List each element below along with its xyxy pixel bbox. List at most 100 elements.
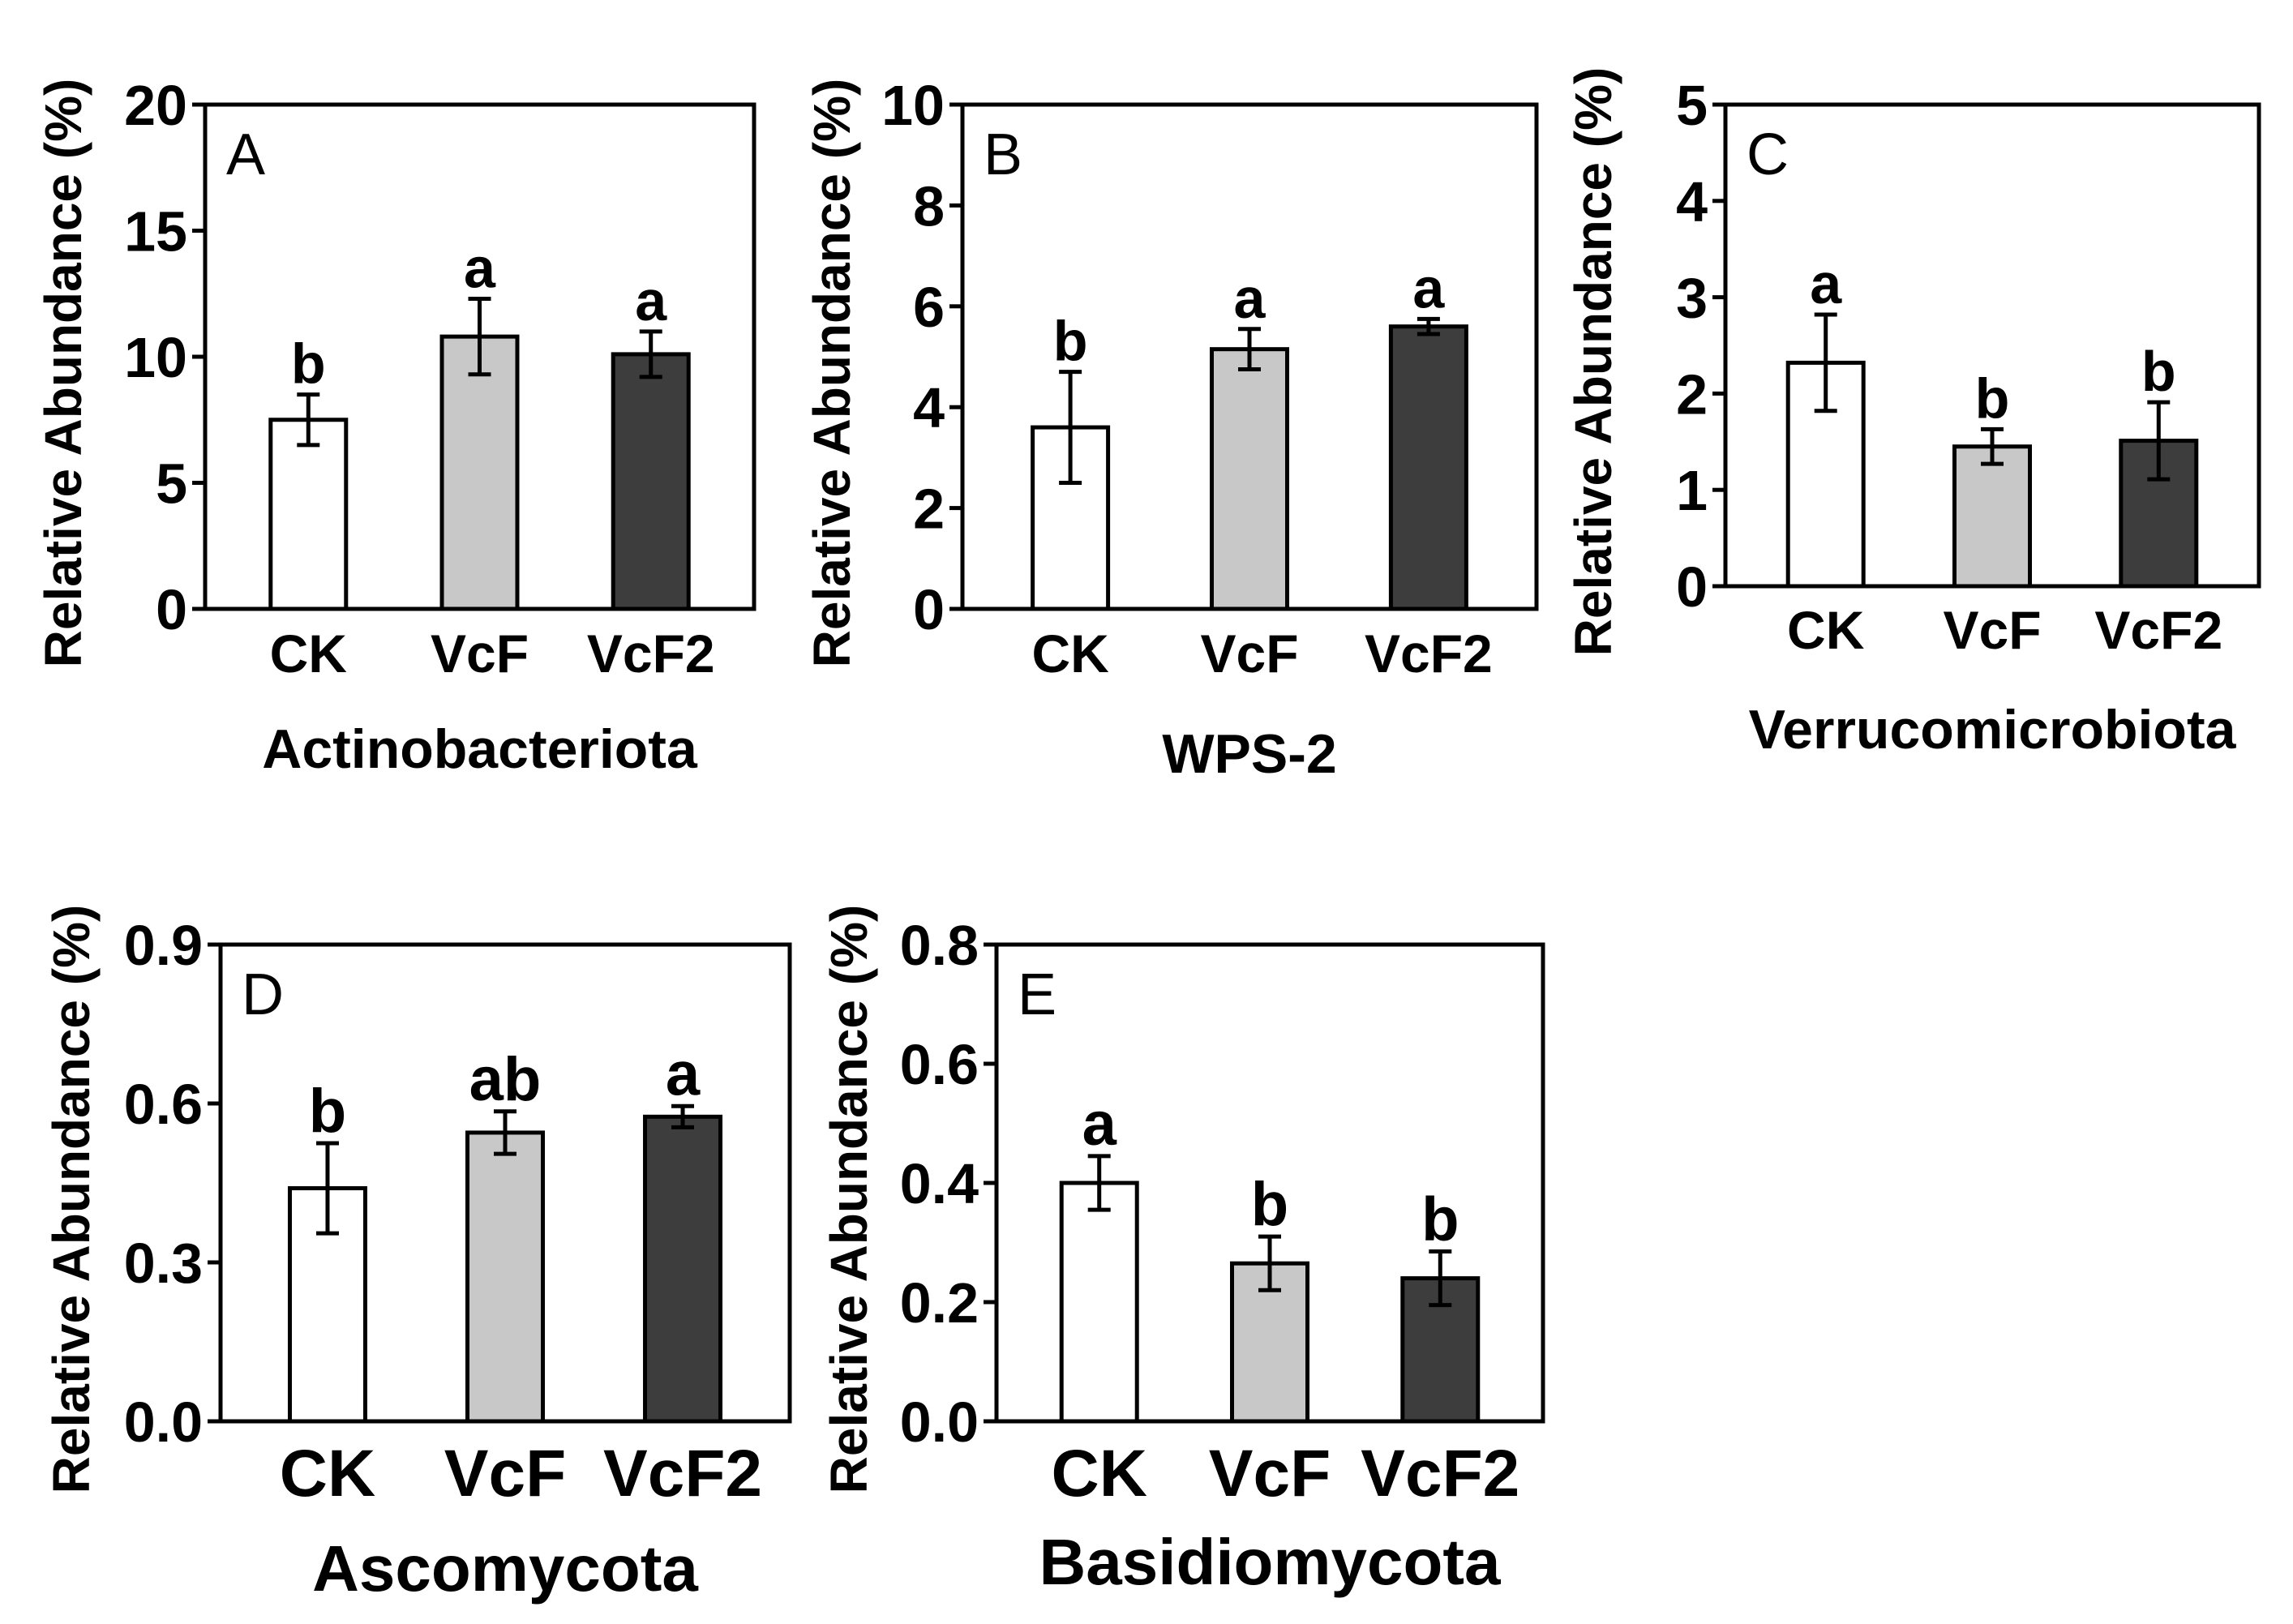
chart-panel-e: a CK b VcF b VcF2 0.0 0.2 0.4 0.6 0.8 E Relative Abu… xyxy=(820,905,1545,1598)
y-tick-label: 10 xyxy=(124,326,187,389)
x-axis-label: Ascomycota xyxy=(312,1532,698,1605)
y-tick-label: 2 xyxy=(913,478,945,541)
y-tick-label: 5 xyxy=(1676,74,1708,137)
y-tick-label: 0.6 xyxy=(124,1073,203,1136)
error-bar-ck xyxy=(297,392,320,448)
panel-letter: E xyxy=(1018,962,1056,1027)
significance-label: b xyxy=(291,332,326,396)
x-tick-label: CK xyxy=(270,623,348,683)
x-tick-label: CK xyxy=(1787,600,1865,660)
error-bar-vcf xyxy=(494,1109,516,1156)
x-axis-label: Basidiomycota xyxy=(1039,1526,1501,1598)
bar-vcf xyxy=(465,1130,545,1424)
x-tick-label: VcF xyxy=(431,623,529,683)
error-bar-ck xyxy=(1059,370,1082,485)
y-tick-label: 0.4 xyxy=(900,1152,979,1215)
y-tick-label: 20 xyxy=(124,74,187,137)
x-tick-label: VcF2 xyxy=(1361,1437,1519,1510)
panel-letter: B xyxy=(984,122,1022,187)
x-tick-label: CK xyxy=(1051,1437,1146,1510)
plot-frame xyxy=(218,942,792,1424)
panel-letter: D xyxy=(242,962,284,1027)
error-bar-vcf xyxy=(1981,426,2004,466)
bar-vcf xyxy=(1952,444,2032,589)
plot-frame xyxy=(994,942,1545,1424)
y-tick-label: 0.6 xyxy=(900,1033,979,1096)
y-tick-label: 4 xyxy=(913,376,945,439)
error-bar-vcf2 xyxy=(639,329,662,379)
x-tick-label: VcF2 xyxy=(603,1437,762,1510)
significance-label: a xyxy=(1412,256,1445,319)
error-bar-ck xyxy=(315,1141,339,1236)
x-axis-label: Actinobacteriota xyxy=(262,718,698,780)
error-bar-vcf xyxy=(1258,1234,1281,1292)
y-tick-label: 0.3 xyxy=(124,1232,203,1295)
plot-frame xyxy=(1723,102,2261,589)
error-bar-vcf2 xyxy=(671,1103,695,1129)
chart-panel-a: b CK a VcF a VcF2 0 5 10 15 20 A Relative Abundance … xyxy=(34,74,756,780)
bar-vcf xyxy=(439,334,520,611)
significance-label: ab xyxy=(469,1045,542,1114)
y-tick-label: 10 xyxy=(881,74,945,137)
y-tick-label: 3 xyxy=(1676,267,1708,330)
x-tick-label: VcF xyxy=(1200,623,1298,683)
significance-label: b xyxy=(1975,366,2010,430)
bar-vcf2 xyxy=(643,1114,723,1424)
significance-label: a xyxy=(1810,252,1842,315)
y-tick-label: 0 xyxy=(156,578,187,641)
bar-vcf2 xyxy=(1388,324,1468,611)
y-tick-label: 4 xyxy=(1676,170,1708,234)
error-bar-vcf xyxy=(1238,327,1261,372)
x-tick-label: VcF xyxy=(444,1437,566,1510)
y-axis-label: Relative Abundance (%) xyxy=(1564,67,1622,657)
y-tick-label: 6 xyxy=(913,276,945,339)
panel-letter: C xyxy=(1747,122,1789,187)
significance-label: a xyxy=(1234,267,1267,330)
significance-label: b xyxy=(1053,310,1088,373)
chart-panel-c: a CK b VcF b VcF2 0 1 2 3 4 5C Relative Abundance (%… xyxy=(1564,67,2261,761)
y-tick-label: 1 xyxy=(1676,459,1708,522)
chart-panel-d: b CK ab VcF a VcF2 0.0 0.3 0.6 0.9 D Relative Abund… xyxy=(42,905,792,1605)
significance-label: a xyxy=(635,269,667,332)
error-bar-ck xyxy=(1814,312,1837,413)
y-tick-label: 0 xyxy=(1676,555,1708,619)
y-axis-label: Relative Abundance (%) xyxy=(34,79,92,668)
y-tick-label: 0.0 xyxy=(124,1390,203,1454)
significance-label: a xyxy=(464,236,496,299)
y-tick-label: 15 xyxy=(124,200,187,264)
significance-label: b xyxy=(1251,1170,1288,1239)
plot-frame xyxy=(960,102,1539,611)
significance-label: b xyxy=(2141,340,2176,403)
y-tick-label: 0 xyxy=(913,578,945,641)
y-tick-label: 0.8 xyxy=(900,914,979,977)
x-tick-label: VcF2 xyxy=(2094,600,2222,660)
error-bar-vcf2 xyxy=(1429,1249,1452,1308)
bar-vcf2 xyxy=(611,352,691,611)
plot-frame xyxy=(203,102,756,611)
y-tick-label: 0.0 xyxy=(900,1390,979,1454)
y-axis-label: Relative Abundance (%) xyxy=(42,905,101,1494)
x-tick-label: CK xyxy=(1031,623,1109,683)
x-tick-label: VcF2 xyxy=(1365,623,1493,683)
x-tick-label: VcF xyxy=(1209,1437,1331,1510)
y-tick-label: 0.9 xyxy=(124,914,203,977)
x-tick-label: CK xyxy=(280,1437,375,1510)
y-tick-label: 2 xyxy=(1676,362,1708,426)
error-bar-vcf xyxy=(468,296,491,377)
chart-panel-b: b CK a VcF a VcF2 0 2 4 6 8 10 B Relative Abundance (… xyxy=(803,74,1539,785)
significance-label: a xyxy=(1082,1090,1117,1159)
y-tick-label: 0.2 xyxy=(900,1271,979,1335)
y-axis-label: Relative Abundance (%) xyxy=(820,905,878,1494)
panel-letter: A xyxy=(226,122,265,187)
y-tick-label: 8 xyxy=(913,174,945,238)
x-axis-label: Verrucomicrobiota xyxy=(1749,699,2237,761)
significance-label: b xyxy=(309,1077,346,1146)
x-tick-label: VcF xyxy=(1943,600,2041,660)
error-bar-ck xyxy=(1087,1154,1111,1212)
bar-vcf xyxy=(1210,347,1289,611)
error-bar-vcf2 xyxy=(2147,400,2171,482)
y-axis-label: Relative Abundance (%) xyxy=(803,79,861,668)
bar-ck xyxy=(268,418,349,611)
bar-ck xyxy=(1059,1181,1139,1424)
